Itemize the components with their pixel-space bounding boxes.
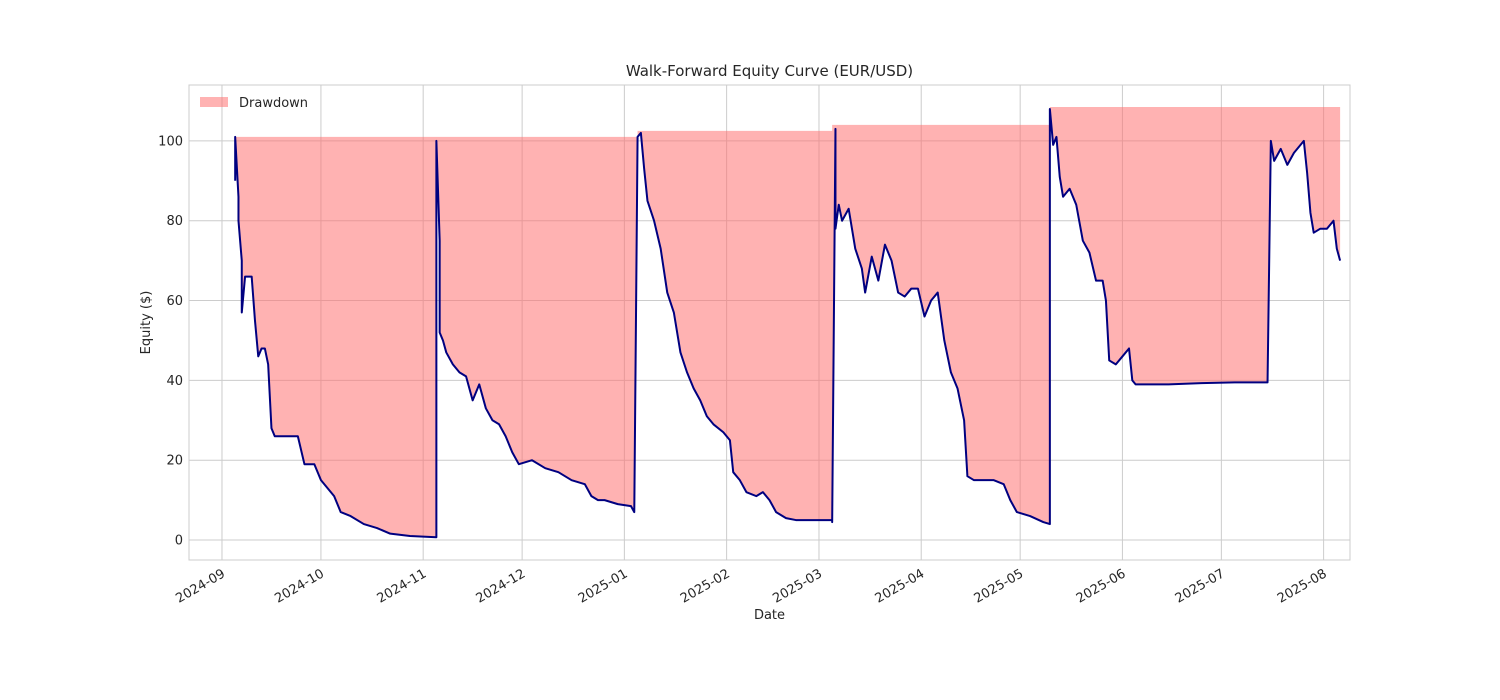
y-tick-label: 60 xyxy=(166,294,183,309)
x-axis-label: Date xyxy=(754,608,785,623)
y-tick-labels: 0 20 40 60 80 100 xyxy=(158,134,183,548)
legend-label-drawdown: Drawdown xyxy=(239,96,308,111)
drawdown-area xyxy=(235,106,1341,538)
y-tick-label: 0 xyxy=(175,534,183,549)
chart-title: Walk-Forward Equity Curve (EUR/USD) xyxy=(626,62,913,80)
x-tick-label: 2024-10 xyxy=(272,566,327,606)
drawdown-area-group xyxy=(235,106,1341,538)
x-tick-label: 2025-04 xyxy=(873,566,928,606)
x-tick-label: 2025-02 xyxy=(678,566,733,606)
x-tick-labels: 2024-09 2024-10 2024-11 2024-12 2025-01 2025-… xyxy=(173,566,1329,606)
equity-line xyxy=(234,107,1342,539)
equity-line-group xyxy=(234,107,1342,539)
plot-frame xyxy=(188,84,1351,561)
y-tick-label: 40 xyxy=(166,374,183,389)
y-tick-label: 20 xyxy=(166,454,183,469)
x-tick-label: 2025-08 xyxy=(1275,566,1330,606)
x-tick-label: 2025-03 xyxy=(770,566,825,606)
x-tick-label: 2024-09 xyxy=(173,566,228,606)
y-tick-label: 80 xyxy=(166,214,183,229)
legend-swatch-drawdown xyxy=(200,97,228,107)
x-tick-label: 2025-07 xyxy=(1173,566,1228,606)
x-tick-label: 2025-01 xyxy=(576,566,631,606)
x-tick-label: 2025-05 xyxy=(972,566,1027,606)
y-tick-label: 100 xyxy=(158,134,183,149)
y-axis-label: Equity ($) xyxy=(139,291,154,355)
x-tick-label: 2024-11 xyxy=(375,566,430,606)
x-tick-label: 2025-06 xyxy=(1074,566,1129,606)
legend: Drawdown xyxy=(200,96,308,111)
x-tick-label: 2024-12 xyxy=(474,566,529,606)
